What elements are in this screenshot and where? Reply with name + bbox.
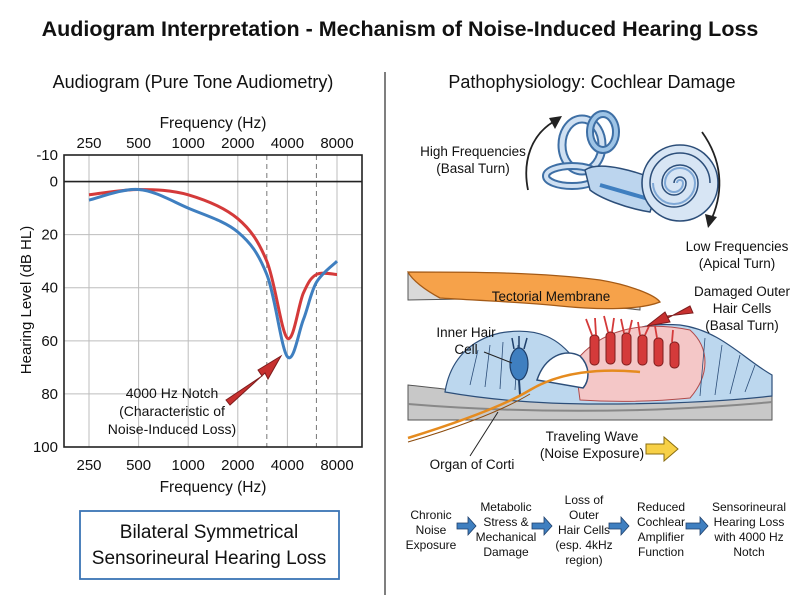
cochlea-panel-title: Pathophysiology: Cochlear Damage: [448, 72, 735, 92]
x-tick-label-bottom: 4000: [271, 457, 304, 474]
organ-of-corti-cross-section: [406, 271, 773, 443]
chart-series: [88, 187, 339, 360]
y-tick-label: 0: [50, 174, 58, 191]
flow-arrow: [531, 515, 553, 537]
x-tick-label-top: 8000: [320, 135, 353, 152]
x-tick-label-top: 250: [76, 135, 101, 152]
high-frequencies-sub: (Basal Turn): [436, 161, 510, 176]
flow-step-text: Outer: [569, 508, 599, 522]
y-tick-label: 60: [41, 333, 58, 350]
flow-step-text: Stress &: [483, 515, 528, 529]
x-axis-label-top: Frequency (Hz): [160, 115, 267, 132]
flow-step-text: Metabolic: [480, 500, 531, 514]
x-tick-label-top: 2000: [221, 135, 254, 152]
flow-step-text: Notch: [733, 545, 764, 559]
tectorial-membrane-label: Tectorial Membrane: [492, 289, 611, 304]
svg-text:(Characteristic of: (Characteristic of: [119, 403, 225, 419]
flow-step-text: Exposure: [406, 538, 457, 552]
flow-step-text: Damage: [483, 545, 529, 559]
flow-step-text: Cochlear: [637, 515, 685, 529]
flow-step-text: Chronic: [410, 508, 451, 522]
flow-step-text: with 4000 Hz: [713, 530, 783, 544]
y-tick-label: -10: [36, 147, 58, 164]
flow-step-text: Hair Cells: [558, 523, 610, 537]
plot-area-frame: [63, 154, 363, 448]
svg-text:4000 Hz Notch: 4000 Hz Notch: [126, 385, 219, 401]
flow-step-text: (esp. 4kHz: [555, 538, 612, 552]
damaged-ohc-label-1: Damaged Outer: [694, 284, 791, 299]
summary-line-2: Sensorineural Hearing Loss: [92, 548, 326, 569]
high-frequency-arrowhead: [549, 116, 562, 129]
low-frequencies-sub: (Apical Turn): [699, 256, 776, 271]
inner-hair-cell-label-1: Inner Hair: [436, 325, 496, 340]
high-frequency-arrow: [525, 121, 554, 191]
x-tick-label-bottom: 8000: [320, 457, 353, 474]
y-tick-label: 40: [41, 280, 58, 297]
traveling-wave-label-2: (Noise Exposure): [540, 446, 644, 461]
chart-ticks: 2502505005001000100020002000400040008000…: [33, 135, 354, 474]
flow-step-text: region): [565, 553, 602, 567]
main-title: Audiogram Interpretation - Mechanism of …: [42, 17, 759, 41]
x-tick-label-bottom: 250: [76, 457, 101, 474]
organ-of-corti-leader: [469, 411, 499, 457]
audiogram-panel-title: Audiogram (Pure Tone Audiometry): [53, 72, 334, 92]
high-frequencies-label: High Frequencies: [420, 144, 526, 159]
flow-arrow: [608, 515, 630, 537]
traveling-wave-label-1: Traveling Wave: [546, 429, 639, 444]
flow-step-text: Reduced: [637, 500, 685, 514]
flow-step-text: Function: [638, 545, 684, 559]
flow-step-text: Hearing Loss: [714, 515, 785, 529]
traveling-wave-arrow: [645, 435, 679, 463]
y-tick-label: 100: [33, 439, 58, 456]
flow-arrow: [685, 515, 709, 537]
x-tick-label-top: 500: [126, 135, 151, 152]
organ-of-corti-label: Organ of Corti: [430, 457, 515, 472]
flow-step-text: Mechanical: [476, 530, 537, 544]
inner-hair-cell-leader: [483, 351, 513, 364]
flow-step-text: Noise: [416, 523, 447, 537]
inner-ear-illustration: [542, 110, 719, 222]
y-tick-label: 20: [41, 227, 58, 244]
flow-step-text: Sensorineural: [712, 500, 786, 514]
x-axis-label-bottom: Frequency (Hz): [160, 479, 267, 496]
svg-text:Noise-Induced Loss): Noise-Induced Loss): [108, 421, 236, 437]
x-tick-label-top: 4000: [271, 135, 304, 152]
summary-box: Bilateral Symmetrical Sensorineural Hear…: [79, 510, 340, 580]
inner-hair-cell-label-2: Cell: [454, 342, 477, 357]
flow-step-text: Amplifier: [638, 530, 685, 544]
x-tick-label-bottom: 1000: [172, 457, 205, 474]
low-frequencies-label: Low Frequencies: [686, 239, 789, 254]
summary-line-1: Bilateral Symmetrical: [120, 522, 298, 543]
notch-annotation: 4000 Hz Notch (Characteristic of Noise-I…: [108, 354, 283, 437]
series-line-blue: [88, 187, 339, 360]
flow-arrow: [456, 515, 477, 537]
flow-step-text: Loss of: [565, 493, 604, 507]
damaged-ohc-label-2: Hair Cells: [713, 301, 772, 316]
low-frequency-arrow: [701, 131, 721, 219]
chart-grid: [64, 155, 362, 447]
y-axis-label: Hearing Level (dB HL): [18, 226, 35, 374]
y-tick-label: 80: [41, 386, 58, 403]
damaged-ohc-arrow: [646, 305, 694, 327]
series-line-red: [88, 188, 338, 340]
damaged-ohc-label-3: (Basal Turn): [705, 318, 779, 333]
x-tick-label-bottom: 2000: [221, 457, 254, 474]
x-tick-label-top: 1000: [172, 135, 205, 152]
low-frequency-arrowhead: [705, 214, 717, 228]
notch-arrow: [225, 354, 283, 406]
x-tick-label-bottom: 500: [126, 457, 151, 474]
